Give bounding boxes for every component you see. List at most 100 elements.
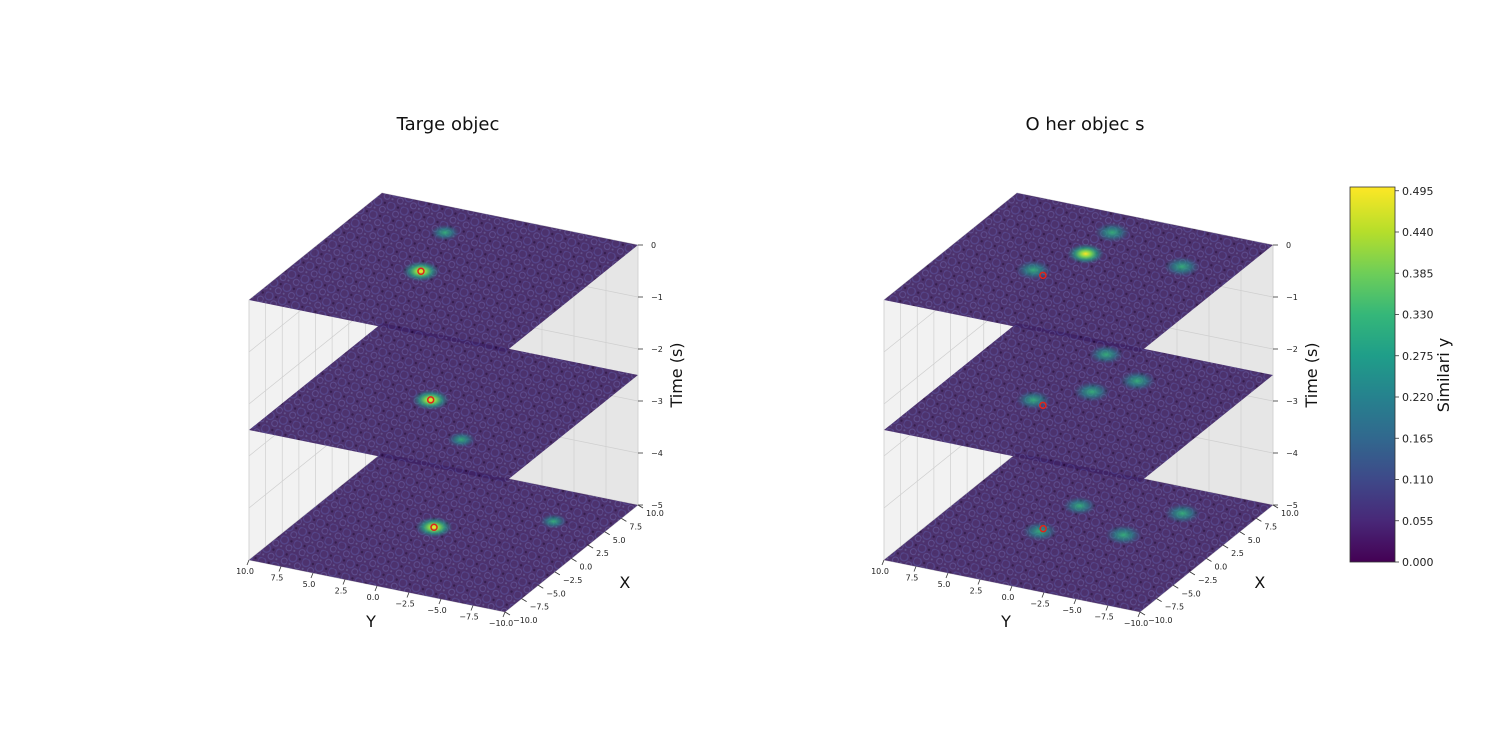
target-marker bbox=[417, 267, 425, 276]
z-axis-label: Time (s) bbox=[1302, 342, 1321, 408]
y-tick-label: 5.0 bbox=[938, 580, 951, 589]
x-tick-label: 2.5 bbox=[1231, 549, 1244, 558]
x-tick-label: −5.0 bbox=[546, 589, 565, 598]
y-tick-label: 5.0 bbox=[303, 580, 316, 589]
y-tick-label: 7.5 bbox=[906, 574, 919, 583]
z-tick-label: −5 bbox=[1286, 501, 1298, 510]
y-tick-mark bbox=[438, 598, 442, 605]
hotspot bbox=[540, 513, 568, 529]
y-tick-label: 0.0 bbox=[367, 593, 380, 602]
y-axis-label: Y bbox=[365, 612, 376, 631]
hotspot bbox=[1015, 260, 1052, 280]
x-tick-label: 0.0 bbox=[1215, 563, 1228, 572]
y-tick-mark bbox=[881, 559, 885, 566]
x-axis-label: X bbox=[1254, 573, 1265, 592]
y-tick-mark bbox=[374, 585, 378, 592]
hotspot bbox=[430, 224, 460, 241]
x-tick-mark bbox=[1256, 518, 1262, 522]
heatmap-slice bbox=[884, 193, 1273, 352]
hotspot bbox=[1067, 243, 1105, 265]
y-tick-label: −2.5 bbox=[395, 600, 414, 609]
hotspot bbox=[1088, 345, 1124, 364]
y-tick-mark bbox=[310, 572, 314, 579]
y-tick-label: −5.0 bbox=[1062, 606, 1081, 615]
x-tick-mark bbox=[587, 544, 594, 549]
colorbar-tick-label: 0.440 bbox=[1402, 226, 1434, 239]
heatmap-slice bbox=[884, 323, 1273, 482]
y-tick-mark bbox=[470, 605, 474, 611]
colorbar-label: Similari y bbox=[1434, 338, 1453, 412]
x-tick-mark bbox=[554, 571, 561, 576]
y-tick-label: 10.0 bbox=[871, 567, 889, 576]
hotspot bbox=[402, 260, 440, 282]
colorbar-tick-label: 0.055 bbox=[1402, 515, 1434, 528]
y-tick-mark bbox=[1137, 611, 1141, 618]
hotspot bbox=[415, 516, 453, 538]
y-tick-mark bbox=[1041, 592, 1045, 598]
x-tick-label: 7.5 bbox=[629, 522, 642, 531]
panels: −10.0−7.5−5.0−2.50.02.55.07.510.010.07.5… bbox=[236, 114, 1321, 631]
x-tick-mark bbox=[1156, 598, 1162, 602]
x-tick-label: −2.5 bbox=[563, 576, 582, 585]
colorbar-scale bbox=[1349, 186, 1396, 563]
z-tick-label: −5 bbox=[651, 501, 663, 510]
hotspot bbox=[1105, 524, 1142, 546]
chart-title: Targe objec bbox=[396, 114, 500, 135]
x-tick-mark bbox=[1222, 544, 1229, 549]
x-tick-label: 2.5 bbox=[596, 549, 609, 558]
y-tick-mark bbox=[278, 566, 282, 572]
x-tick-mark bbox=[1272, 504, 1279, 509]
z-axis-label: Time (s) bbox=[667, 342, 686, 408]
x-tick-mark bbox=[1173, 584, 1179, 589]
z-tick-label: −1 bbox=[1286, 293, 1298, 302]
z-tick-label: −2 bbox=[1286, 345, 1298, 354]
x-tick-label: −5.0 bbox=[1181, 589, 1200, 598]
x-tick-mark bbox=[604, 531, 610, 536]
heatmap-slice bbox=[884, 453, 1273, 612]
y-tick-label: 2.5 bbox=[335, 587, 348, 596]
colorbar-tick-label: 0.495 bbox=[1402, 185, 1434, 198]
target-marker bbox=[1039, 401, 1047, 410]
y-tick-mark bbox=[502, 611, 506, 618]
x-tick-mark bbox=[1189, 571, 1196, 576]
colorbar-tick-label: 0.385 bbox=[1402, 267, 1434, 280]
target-marker bbox=[1039, 271, 1047, 280]
colorbar-tick-label: 0.330 bbox=[1402, 309, 1434, 322]
colorbar-tick-label: 0.220 bbox=[1402, 391, 1434, 404]
z-tick-label: −3 bbox=[1286, 397, 1298, 406]
y-tick-mark bbox=[342, 579, 346, 585]
colorbar-ticks: 0.000 0.055 0.110 0.165 0.220 0.275 0.330 0.385… bbox=[1395, 185, 1434, 569]
slice-surface bbox=[249, 193, 638, 352]
y-tick-mark bbox=[945, 572, 949, 579]
z-tick-label: −2 bbox=[651, 345, 663, 354]
x-tick-label: 0.0 bbox=[580, 563, 593, 572]
y-tick-label: −7.5 bbox=[1094, 613, 1113, 622]
target-marker bbox=[1039, 524, 1047, 533]
x-tick-label: 5.0 bbox=[613, 536, 626, 545]
chart-title: O her objec s bbox=[1025, 114, 1144, 135]
x-tick-mark bbox=[1239, 531, 1245, 536]
target-marker bbox=[430, 523, 438, 531]
x-tick-label: −10.0 bbox=[1148, 616, 1173, 625]
x-tick-label: −7.5 bbox=[530, 603, 549, 612]
hotspot bbox=[1015, 390, 1051, 410]
y-tick-label: −2.5 bbox=[1030, 600, 1049, 609]
y-tick-mark bbox=[1105, 605, 1109, 611]
x-tick-mark bbox=[1206, 558, 1212, 562]
hotspot bbox=[447, 431, 476, 448]
hotspot bbox=[1062, 496, 1097, 516]
x-tick-mark bbox=[1139, 611, 1146, 616]
y-tick-label: −5.0 bbox=[427, 606, 446, 615]
y-tick-label: 0.0 bbox=[1002, 593, 1015, 602]
y-tick-mark bbox=[913, 566, 917, 572]
hotspot bbox=[1022, 521, 1058, 542]
y-axis-label: Y bbox=[1000, 612, 1011, 631]
x-tick-mark bbox=[538, 584, 544, 589]
z-tick-label: 0 bbox=[1286, 241, 1291, 250]
x-tick-label: −7.5 bbox=[1165, 603, 1184, 612]
hotspot bbox=[1163, 256, 1201, 277]
y-tick-label: −10.0 bbox=[489, 619, 514, 628]
x-tick-label: 10.0 bbox=[646, 509, 664, 518]
target-marker bbox=[426, 396, 435, 404]
heatmap-slice bbox=[249, 323, 638, 482]
